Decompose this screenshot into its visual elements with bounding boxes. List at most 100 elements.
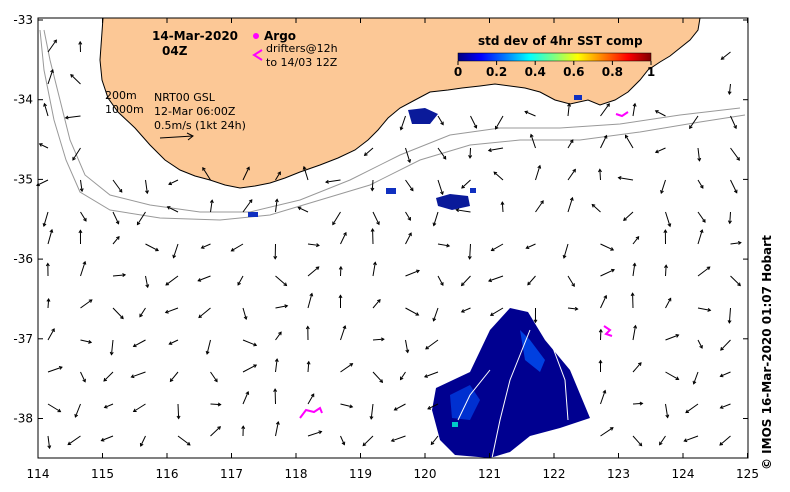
current-arrow — [145, 179, 149, 195]
current-arrow — [727, 307, 732, 324]
drifter-track-3 — [615, 111, 629, 118]
current-arrow — [495, 115, 504, 130]
current-arrow — [697, 229, 704, 245]
current-arrow — [730, 179, 738, 194]
colorbar-tick-label: 0 — [454, 65, 462, 79]
current-arrow — [100, 435, 114, 442]
current-arrow — [132, 403, 146, 413]
current-arrow — [64, 115, 81, 120]
current-arrow — [461, 179, 471, 189]
current-arrow — [78, 40, 83, 53]
current-arrow — [600, 243, 615, 251]
current-arrow — [632, 362, 642, 373]
current-arrow — [80, 339, 93, 344]
current-arrow — [525, 243, 536, 250]
current-arrow — [275, 331, 282, 341]
current-arrow — [306, 360, 311, 373]
current-arrow — [567, 102, 572, 117]
current-arrow — [307, 243, 320, 248]
current-arrow — [112, 179, 123, 193]
current-arrow — [405, 179, 414, 192]
current-arrow — [242, 390, 250, 405]
x-tick-label: 118 — [285, 467, 308, 481]
x-tick-label: 120 — [414, 467, 437, 481]
current-arrow — [47, 328, 55, 341]
current-arrow — [47, 69, 54, 85]
current-arrow — [372, 211, 380, 226]
colorbar-tick-label: 1 — [647, 65, 655, 79]
current-arrow — [654, 110, 666, 117]
current-arrow — [719, 403, 731, 409]
scale-label: 0.5m/s (1kt 24h) — [154, 119, 246, 132]
current-arrow — [70, 73, 81, 85]
x-tick-label: 121 — [478, 467, 501, 481]
current-arrow — [489, 307, 504, 316]
current-arrow — [600, 103, 610, 117]
current-arrow — [624, 134, 634, 149]
current-arrow — [632, 324, 638, 341]
current-arrow — [665, 211, 672, 228]
current-arrow — [425, 339, 439, 350]
current-arrow — [47, 366, 63, 373]
colorbar-tick-label: 0.2 — [486, 65, 507, 79]
current-arrow — [169, 371, 179, 383]
current-arrow — [372, 371, 384, 383]
colorbar: std dev of 4hr SST comp 0 0.2 0.4 0.6 0.8 1 — [454, 34, 655, 79]
current-arrow — [209, 199, 214, 213]
contour-1000-label: 1000m — [105, 103, 144, 116]
current-arrow — [567, 275, 575, 288]
current-arrow — [80, 260, 87, 277]
current-arrow — [145, 243, 159, 252]
current-arrow — [600, 427, 614, 437]
current-arrow — [664, 264, 668, 277]
current-arrow — [302, 165, 309, 181]
y-tick-label: -38 — [13, 412, 33, 426]
current-arrow — [600, 294, 608, 309]
current-arrow — [139, 307, 146, 318]
current-arrow — [72, 147, 81, 161]
current-arrow — [80, 371, 86, 383]
current-arrow — [145, 275, 150, 289]
current-arrow — [274, 198, 279, 213]
current-arrow — [67, 435, 81, 446]
current-arrow — [74, 403, 81, 418]
current-arrow — [46, 298, 51, 309]
contour-200m — [43, 29, 741, 213]
current-arrow — [535, 164, 542, 181]
current-arrow — [632, 401, 644, 406]
current-arrow — [623, 211, 634, 222]
map-time: 04Z — [162, 44, 188, 58]
current-arrow — [659, 435, 666, 446]
current-arrow — [632, 102, 637, 117]
current-arrow — [297, 206, 309, 213]
drifter-icon — [252, 49, 263, 61]
current-arrow — [437, 147, 447, 160]
current-arrow — [697, 266, 711, 277]
model-label-1: NRT00 GSL — [154, 91, 216, 104]
current-arrow — [697, 147, 702, 162]
current-arrow — [697, 339, 703, 349]
current-arrow — [437, 179, 444, 196]
current-arrow — [47, 435, 52, 450]
current-arrow — [467, 243, 472, 260]
current-arrow — [241, 425, 246, 437]
current-arrow — [488, 275, 504, 283]
x-tick-label: 119 — [349, 467, 372, 481]
current-arrow — [432, 307, 439, 322]
current-arrow — [139, 435, 146, 447]
current-arrow — [200, 243, 211, 249]
current-arrow — [630, 292, 635, 309]
current-arrow — [274, 358, 279, 373]
current-arrow — [654, 147, 666, 154]
current-arrow — [45, 262, 50, 277]
current-arrow — [527, 275, 536, 286]
current-arrow — [340, 363, 354, 373]
current-arrow — [79, 179, 84, 193]
current-arrow — [47, 403, 62, 413]
current-arrow — [529, 133, 536, 149]
current-arrow — [307, 266, 320, 277]
current-arrow — [80, 299, 93, 309]
current-arrow — [332, 211, 341, 226]
current-arrow — [727, 211, 732, 225]
